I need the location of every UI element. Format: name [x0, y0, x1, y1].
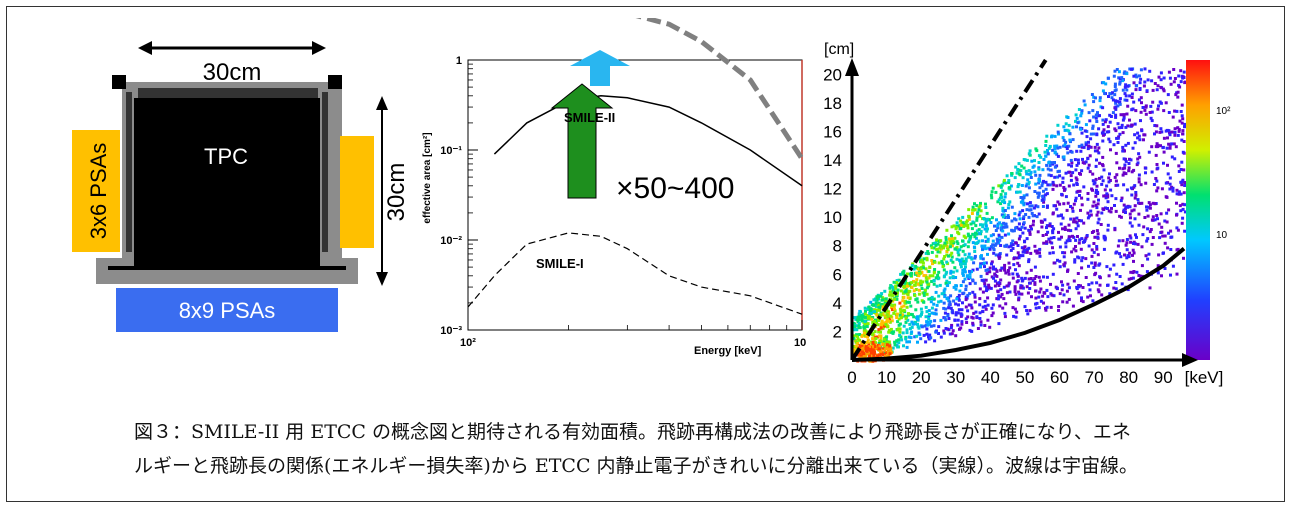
x-tick-label: 10²: [460, 337, 476, 349]
x-tick-label: 90: [1154, 368, 1173, 387]
x-tick-label: 40: [981, 368, 1000, 387]
heatmap-area: [848, 58, 1192, 358]
bottom-psa: [116, 288, 338, 332]
series-line-0: [493, 95, 803, 187]
blue-up-arrow: [570, 50, 630, 86]
fit-line-1: [851, 247, 1186, 362]
plot-frame: [467, 59, 803, 331]
y-tick-label: 8: [833, 237, 842, 256]
series-line-1: [467, 232, 803, 315]
caption-line-1: 図３：SMILE-II 用 ETCC の概念図と期待される有効面積。飛跡再構成法…: [134, 421, 1131, 443]
colorbar: [1186, 60, 1210, 360]
caption-line-2: ルギーと飛跡長の関係(エネルギー損失率)から ETCC 内静止電子がきれいに分離…: [134, 455, 1139, 477]
x-tick-label: 70: [1085, 368, 1104, 387]
y-unit-label: [cm]: [824, 41, 854, 58]
y-tick-label: 18: [823, 94, 842, 113]
fit-line-0: [850, 58, 1048, 362]
y-tick-label: 10⁻³: [440, 325, 462, 337]
y-tick-label: 14: [823, 151, 842, 170]
y-tick-label: 12: [823, 180, 842, 199]
detector-schematic: 30cm TPC 3x6 PSAs 8x9 PSAs 30cm: [72, 41, 410, 332]
track-length-heatmap: 10² 10 2 4 6 8 10 12 14 16 18 20 0 10 20 30 40 50 60 70 80…: [823, 41, 1231, 387]
side-psa-label: 3x6 PSAs: [86, 143, 111, 240]
tpc-label: TPC: [204, 144, 248, 169]
y-tick-label: 16: [823, 122, 842, 141]
y-tick-label: 1: [456, 55, 462, 67]
y-tick-label: 4: [833, 294, 842, 313]
x-axis-label: Energy [keV]: [694, 345, 762, 357]
factor-label: ×50~400: [616, 172, 734, 205]
x-tick-label: 10³: [794, 337, 806, 349]
y-tick-label: 6: [833, 265, 842, 284]
x-tick-label: 10: [877, 368, 896, 387]
y-tick-label: 10⁻²: [440, 235, 462, 247]
y-axis-label: effective area [cm²]: [422, 132, 433, 223]
green-up-arrow: [550, 83, 614, 199]
y-tick-label: 10⁻¹: [440, 145, 462, 157]
smile1-label: SMILE-I: [536, 256, 584, 271]
colorbar-tick-high: 10²: [1216, 106, 1231, 117]
x-tick-label: 20: [912, 368, 931, 387]
height-label: 30cm: [383, 163, 410, 222]
side-psa-right: [340, 136, 374, 248]
colorbar-tick-low: 10: [1216, 230, 1228, 241]
y-tick-label: 10: [823, 208, 842, 227]
x-tick-label: 30: [946, 368, 965, 387]
x-unit-label: [keV]: [1185, 368, 1224, 387]
figure-caption: 図３：SMILE-II 用 ETCC の概念図と期待される有効面積。飛跡再構成法…: [134, 415, 1274, 483]
x-tick-label: 50: [1015, 368, 1034, 387]
y-tick-label: 2: [833, 322, 842, 341]
series-line-2: [635, 18, 805, 161]
x-tick-label: 80: [1119, 368, 1138, 387]
side-psa-left: [72, 130, 120, 252]
x-tick-label: 60: [1050, 368, 1069, 387]
width-label: 30cm: [203, 59, 262, 86]
smile2-label: SMILE-II: [564, 110, 615, 125]
bottom-psa-label: 8x9 PSAs: [179, 298, 276, 323]
tpc-body: [134, 98, 320, 266]
x-tick-label: 0: [847, 368, 856, 387]
y-tick-label: 20: [823, 65, 842, 84]
